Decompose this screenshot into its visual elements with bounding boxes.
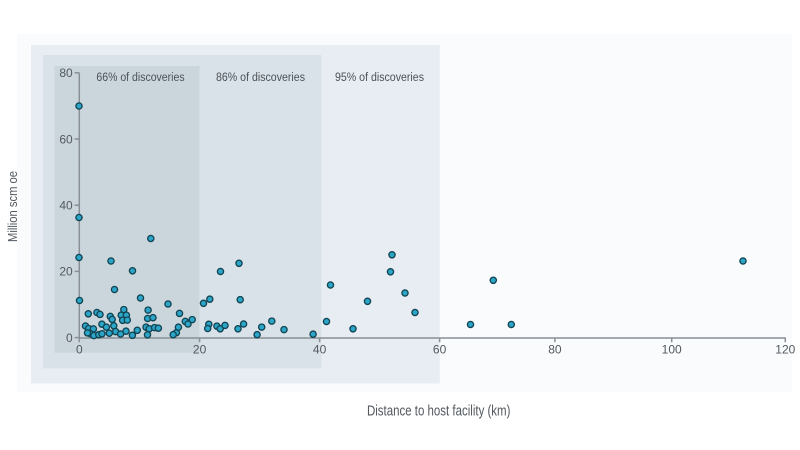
- svg-text:60: 60: [433, 343, 447, 357]
- svg-text:20: 20: [59, 265, 73, 279]
- svg-text:80: 80: [59, 66, 73, 80]
- svg-text:40: 40: [313, 343, 327, 357]
- svg-text:60: 60: [59, 132, 73, 146]
- svg-text:20: 20: [193, 343, 207, 357]
- svg-text:120: 120: [775, 343, 795, 357]
- svg-text:40: 40: [59, 199, 73, 213]
- svg-text:0: 0: [76, 343, 83, 357]
- svg-text:66% of discoveries: 66% of discoveries: [96, 72, 184, 84]
- svg-text:Million scm oe: Million scm oe: [5, 171, 20, 242]
- svg-text:80: 80: [548, 343, 562, 357]
- svg-text:86% of discoveries: 86% of discoveries: [216, 72, 305, 84]
- svg-text:95% of discoveries: 95% of discoveries: [335, 72, 424, 84]
- svg-text:Distance to host facility (km): Distance to host facility (km): [367, 403, 511, 420]
- svg-text:0: 0: [66, 331, 73, 345]
- svg-text:100: 100: [662, 343, 682, 357]
